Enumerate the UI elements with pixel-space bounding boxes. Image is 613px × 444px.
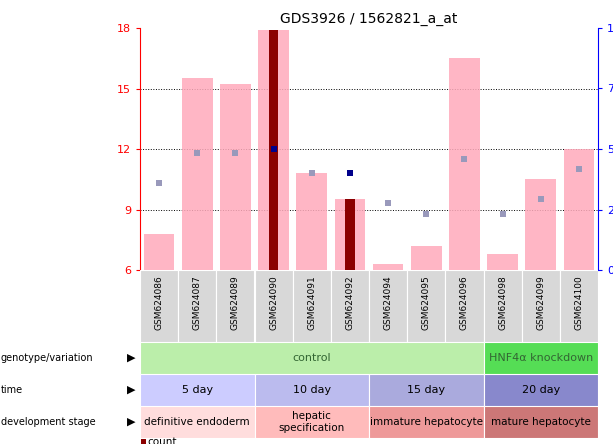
Text: ▶: ▶: [126, 417, 135, 427]
Bar: [178, 270, 216, 342]
Text: count: count: [147, 437, 177, 444]
Bar: [369, 270, 407, 342]
Bar: [269, 30, 278, 270]
Bar: [216, 270, 254, 342]
Text: ▶: ▶: [126, 385, 135, 395]
Bar: [373, 264, 403, 270]
Text: GSM624095: GSM624095: [422, 275, 431, 330]
Bar: [369, 374, 484, 406]
Bar: [345, 199, 355, 270]
Bar: [140, 342, 484, 374]
Text: GSM624086: GSM624086: [154, 275, 164, 330]
Bar: [297, 173, 327, 270]
Bar: [292, 270, 331, 342]
Text: 15 day: 15 day: [407, 385, 445, 395]
Text: GSM624100: GSM624100: [574, 275, 584, 330]
Bar: [254, 374, 369, 406]
Bar: [140, 374, 254, 406]
Bar: [445, 270, 484, 342]
Bar: [522, 270, 560, 342]
Text: HNF4α knockdown: HNF4α knockdown: [489, 353, 593, 363]
Text: GSM624099: GSM624099: [536, 275, 545, 330]
Bar: [182, 79, 213, 270]
Bar: [407, 270, 445, 342]
Bar: [563, 149, 594, 270]
Bar: [484, 342, 598, 374]
Text: GSM624098: GSM624098: [498, 275, 507, 330]
Bar: [331, 270, 369, 342]
Text: GSM624087: GSM624087: [192, 275, 202, 330]
Bar: [335, 199, 365, 270]
Text: GSM624096: GSM624096: [460, 275, 469, 330]
Bar: [487, 254, 518, 270]
Bar: [411, 246, 441, 270]
Text: GSM624090: GSM624090: [269, 275, 278, 330]
Bar: [484, 374, 598, 406]
Bar: [140, 406, 254, 438]
Text: hepatic
specification: hepatic specification: [279, 411, 345, 433]
Bar: [369, 406, 484, 438]
Text: 10 day: 10 day: [292, 385, 331, 395]
Text: GSM624089: GSM624089: [231, 275, 240, 330]
Text: GSM624092: GSM624092: [345, 275, 354, 329]
Bar: [258, 30, 289, 270]
Text: immature hepatocyte: immature hepatocyte: [370, 417, 483, 427]
Text: development stage: development stage: [1, 417, 95, 427]
Title: GDS3926 / 1562821_a_at: GDS3926 / 1562821_a_at: [280, 12, 458, 26]
Bar: [484, 270, 522, 342]
Bar: [220, 84, 251, 270]
Bar: [449, 58, 480, 270]
Text: control: control: [292, 353, 331, 363]
Bar: [144, 234, 174, 270]
Bar: [254, 406, 369, 438]
Bar: [525, 179, 556, 270]
Text: GSM624094: GSM624094: [384, 275, 392, 329]
Text: ▶: ▶: [126, 353, 135, 363]
Text: mature hepatocyte: mature hepatocyte: [491, 417, 591, 427]
Bar: [484, 406, 598, 438]
Bar: [254, 270, 292, 342]
Text: 5 day: 5 day: [181, 385, 213, 395]
Bar: [140, 439, 146, 444]
Bar: [140, 270, 178, 342]
Text: definitive endoderm: definitive endoderm: [145, 417, 250, 427]
Text: time: time: [1, 385, 23, 395]
Text: GSM624091: GSM624091: [307, 275, 316, 330]
Text: genotype/variation: genotype/variation: [1, 353, 93, 363]
Text: 20 day: 20 day: [522, 385, 560, 395]
Bar: [560, 270, 598, 342]
